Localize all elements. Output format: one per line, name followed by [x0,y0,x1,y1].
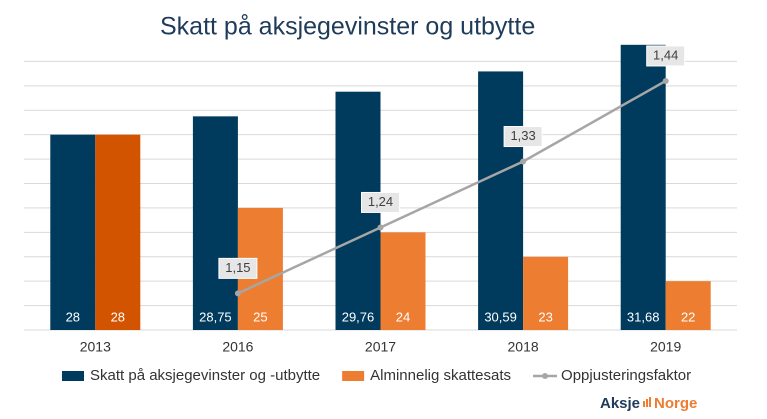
line-point [377,224,384,231]
bar [665,281,711,330]
line-label: 1,24 [368,194,393,209]
bar-label: 31,68 [627,309,660,324]
legend-swatch [62,371,84,381]
legend-swatch [542,373,549,379]
bar [523,256,569,330]
line-label: 1,33 [510,128,535,143]
bar [95,134,141,330]
line-label-box [646,45,686,67]
bar [620,44,666,331]
chart-title: Skatt på aksjegevinster og utbytte [160,13,535,41]
legend-swatch [342,371,365,381]
bar-label: 28 [66,309,80,324]
line-point [662,77,669,84]
bar [380,232,426,330]
line-point [234,290,241,297]
logo-bar [643,401,646,407]
bar-label: 29,76 [342,309,375,324]
x-tick-label: 2017 [365,339,396,355]
x-tick-label: 2013 [80,339,111,355]
logo-bar [649,397,652,407]
line-label-box [218,257,258,279]
bar-label: 24 [396,309,410,324]
bar-label: 25 [253,309,267,324]
line-point [520,158,527,165]
line [237,79,667,295]
x-tick-label: 2018 [508,339,539,355]
logo-text: Aksje [600,395,640,412]
logo-text: Norge [654,395,697,412]
line-label-box [361,191,400,213]
line-label-box [503,126,543,148]
bar-label: 22 [681,309,695,324]
legend-label: Skatt på aksjegevinster og -utbytte [90,367,320,384]
legend-label: Oppjusteringsfaktor [561,367,691,384]
logo-bar [646,399,649,407]
bar-label: 28 [111,309,125,324]
x-tick-label: 2019 [650,339,681,355]
bar-label: 23 [538,309,552,324]
bar [478,71,524,331]
bar [192,116,238,331]
bar [50,134,96,330]
bar-label: 28,75 [199,309,232,324]
line-label: 1,44 [653,47,678,62]
bar-label: 30,59 [484,309,517,324]
line-label: 1,15 [225,260,250,275]
x-tick-label: 2016 [222,339,253,355]
legend-label: Alminnelig skattesats [370,367,511,384]
